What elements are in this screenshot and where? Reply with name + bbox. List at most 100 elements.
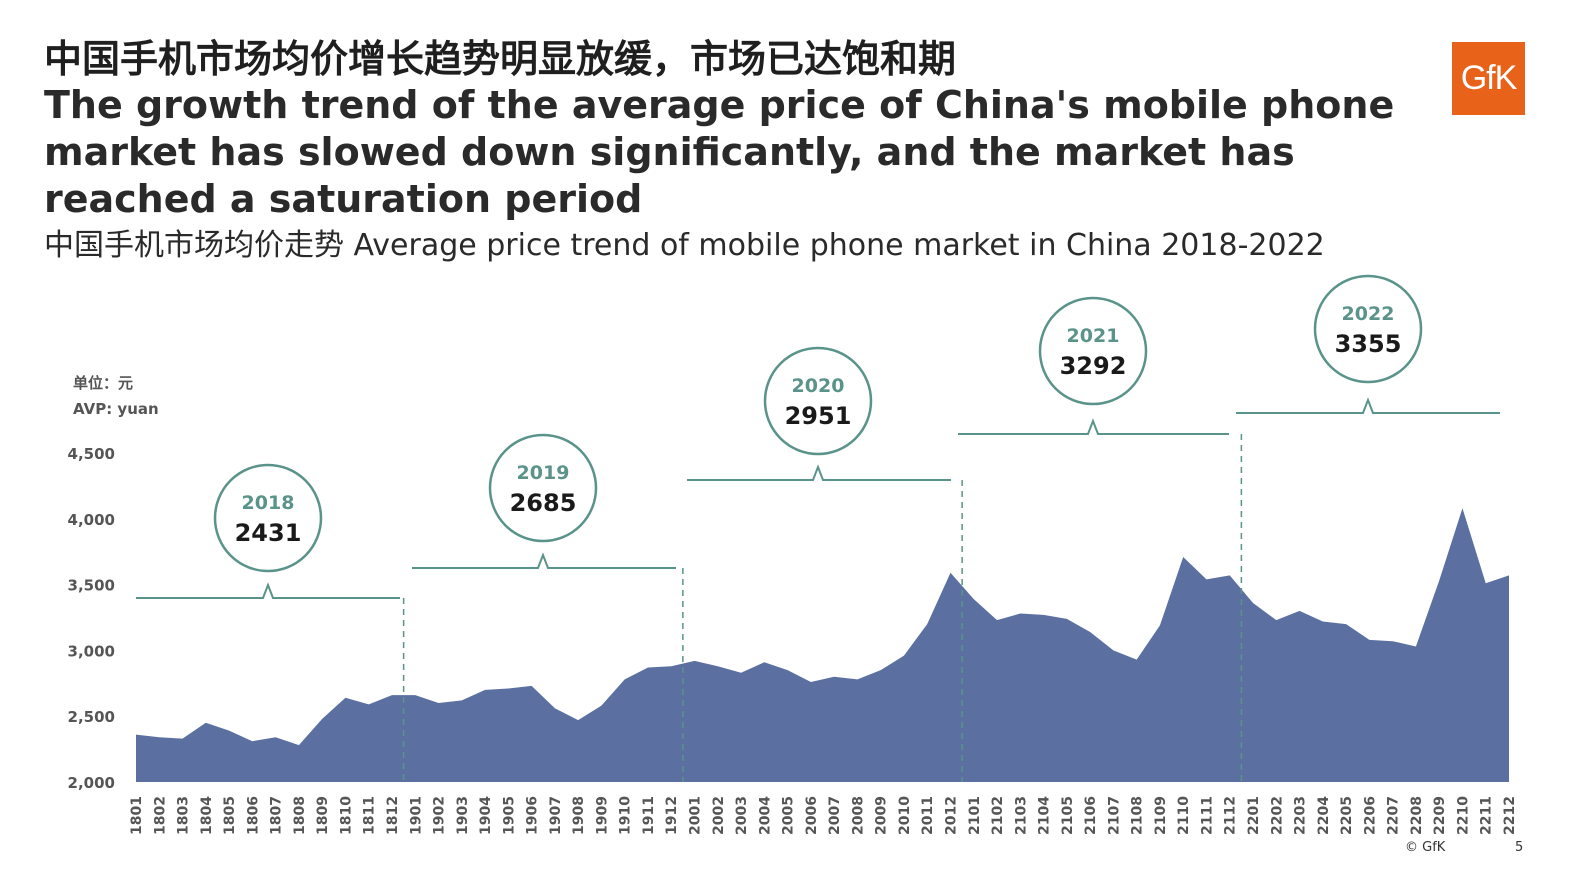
y-tick-label: 2,000 — [68, 774, 115, 792]
x-tick-label: 1808 — [292, 796, 308, 835]
year-brackets — [136, 397, 1500, 599]
unit-label-cn: 单位：元 — [73, 374, 133, 392]
x-tick-label: 1801 — [129, 796, 145, 835]
x-tick-label: 2102 — [990, 796, 1006, 835]
x-tick-label: 1908 — [571, 796, 587, 835]
x-tick-label: 1804 — [199, 796, 215, 835]
x-tick-label: 2110 — [1176, 796, 1192, 835]
x-tick-label: 2009 — [874, 796, 890, 835]
x-tick-label: 1905 — [501, 796, 517, 835]
x-tick-label: 2104 — [1037, 796, 1053, 835]
year-bracket — [958, 418, 1229, 435]
page-title-cn: 中国手机市场均价增长趋势明显放缓，市场已达饱和期 — [44, 37, 957, 81]
annual-average-bubbles: 2018 2431 2019 2685 2020 2951 2021 3292 2022 3355 — [213, 274, 1423, 573]
x-tick-label: 1802 — [152, 796, 168, 835]
annual-average-value: 2431 — [235, 519, 302, 547]
x-tick-label: 2211 — [1479, 796, 1495, 835]
annual-average-year: 2021 — [1067, 325, 1120, 347]
x-tick-label: 2112 — [1223, 796, 1239, 835]
x-tick-label: 1811 — [362, 796, 378, 835]
x-tick-label: 2201 — [1246, 796, 1262, 835]
year-dividers — [402, 434, 1243, 782]
y-tick-label: 3,000 — [68, 642, 115, 660]
x-tick-label: 2008 — [850, 796, 866, 835]
x-axis: 1801 1802 1803 1804 1805 1806 1807 1808 1809 1810… — [129, 796, 1518, 835]
annual-average-value: 3292 — [1060, 352, 1127, 380]
y-tick-label: 2,500 — [68, 708, 115, 726]
annual-average-year: 2022 — [1342, 303, 1395, 325]
year-bracket — [412, 552, 676, 569]
x-tick-label: 2101 — [967, 796, 983, 835]
x-tick-label: 1911 — [641, 796, 657, 835]
page-number: 5 — [1515, 840, 1524, 855]
x-tick-label: 1907 — [548, 796, 564, 835]
annual-average-circle — [488, 433, 598, 543]
x-tick-label: 2109 — [1153, 796, 1169, 835]
x-tick-label: 2202 — [1269, 796, 1285, 835]
x-tick-label: 1805 — [222, 796, 238, 835]
x-tick-label: 2002 — [711, 796, 727, 835]
y-tick-label: 4,500 — [68, 445, 115, 463]
x-tick-label: 2210 — [1455, 796, 1471, 835]
y-tick-label: 3,500 — [68, 577, 115, 595]
year-bracket — [687, 464, 951, 481]
year-bracket — [1236, 397, 1500, 414]
annual-average-circle — [1313, 274, 1423, 384]
x-tick-label: 2011 — [920, 796, 936, 835]
annual-average-value: 2951 — [785, 402, 852, 430]
x-tick-label: 1909 — [594, 796, 610, 835]
x-tick-label: 2006 — [804, 796, 820, 835]
x-tick-label: 2004 — [757, 796, 773, 835]
x-tick-label: 1901 — [408, 796, 424, 835]
x-tick-label: 1906 — [525, 796, 541, 835]
annual-average-circle — [213, 463, 323, 573]
x-tick-label: 1903 — [455, 796, 471, 835]
x-tick-label: 2107 — [1106, 796, 1122, 835]
x-tick-label: 2007 — [827, 796, 843, 835]
annual-average-year: 2019 — [517, 462, 570, 484]
unit-label-en: AVP: yuan — [73, 400, 159, 418]
x-tick-label: 2103 — [1013, 796, 1029, 835]
annual-average-year: 2018 — [242, 492, 295, 514]
x-tick-label: 1803 — [176, 796, 192, 835]
annual-average-year: 2020 — [792, 375, 845, 397]
x-tick-label: 1807 — [269, 796, 285, 835]
x-tick-label: 1809 — [315, 796, 331, 835]
x-tick-label: 2204 — [1316, 796, 1332, 835]
x-tick-label: 2003 — [734, 796, 750, 835]
y-tick-label: 4,000 — [68, 511, 115, 529]
x-tick-label: 2001 — [688, 796, 704, 835]
x-tick-label: 2010 — [897, 796, 913, 835]
x-tick-label: 1910 — [618, 796, 634, 835]
x-tick-label: 1902 — [432, 796, 448, 835]
x-tick-label: 2105 — [1060, 796, 1076, 835]
page-title-en: The growth trend of the average price of… — [44, 83, 1395, 221]
x-tick-label: 2208 — [1409, 796, 1425, 835]
annual-average-value: 2685 — [510, 489, 577, 517]
x-tick-label: 2206 — [1362, 796, 1378, 835]
x-tick-label: 2108 — [1130, 796, 1146, 835]
y-axis: 2,000 2,500 3,000 3,500 4,000 4,500 — [68, 445, 115, 792]
x-tick-label: 1810 — [338, 796, 354, 835]
gfk-logo: GfK — [1452, 42, 1525, 115]
price-area — [136, 508, 1509, 782]
x-tick-label: 2207 — [1386, 796, 1402, 835]
copyright: © GfK — [1405, 840, 1446, 855]
x-tick-label: 2203 — [1293, 796, 1309, 835]
x-tick-label: 2111 — [1199, 796, 1215, 835]
x-tick-label: 1806 — [245, 796, 261, 835]
year-bracket — [136, 582, 400, 599]
x-tick-label: 2012 — [943, 796, 959, 835]
chart-subtitle: 中国手机市场均价走势 Average price trend of mobile… — [44, 228, 1325, 263]
x-tick-label: 2005 — [781, 796, 797, 835]
annual-average-circle — [763, 346, 873, 456]
x-tick-label: 1812 — [385, 796, 401, 835]
x-tick-label: 2205 — [1339, 796, 1355, 835]
annual-average-value: 3355 — [1335, 330, 1402, 358]
x-tick-label: 1904 — [478, 796, 494, 835]
x-tick-label: 2106 — [1083, 796, 1099, 835]
x-tick-label: 2209 — [1432, 796, 1448, 835]
x-tick-label: 2212 — [1502, 796, 1518, 835]
annual-average-circle — [1038, 296, 1148, 406]
